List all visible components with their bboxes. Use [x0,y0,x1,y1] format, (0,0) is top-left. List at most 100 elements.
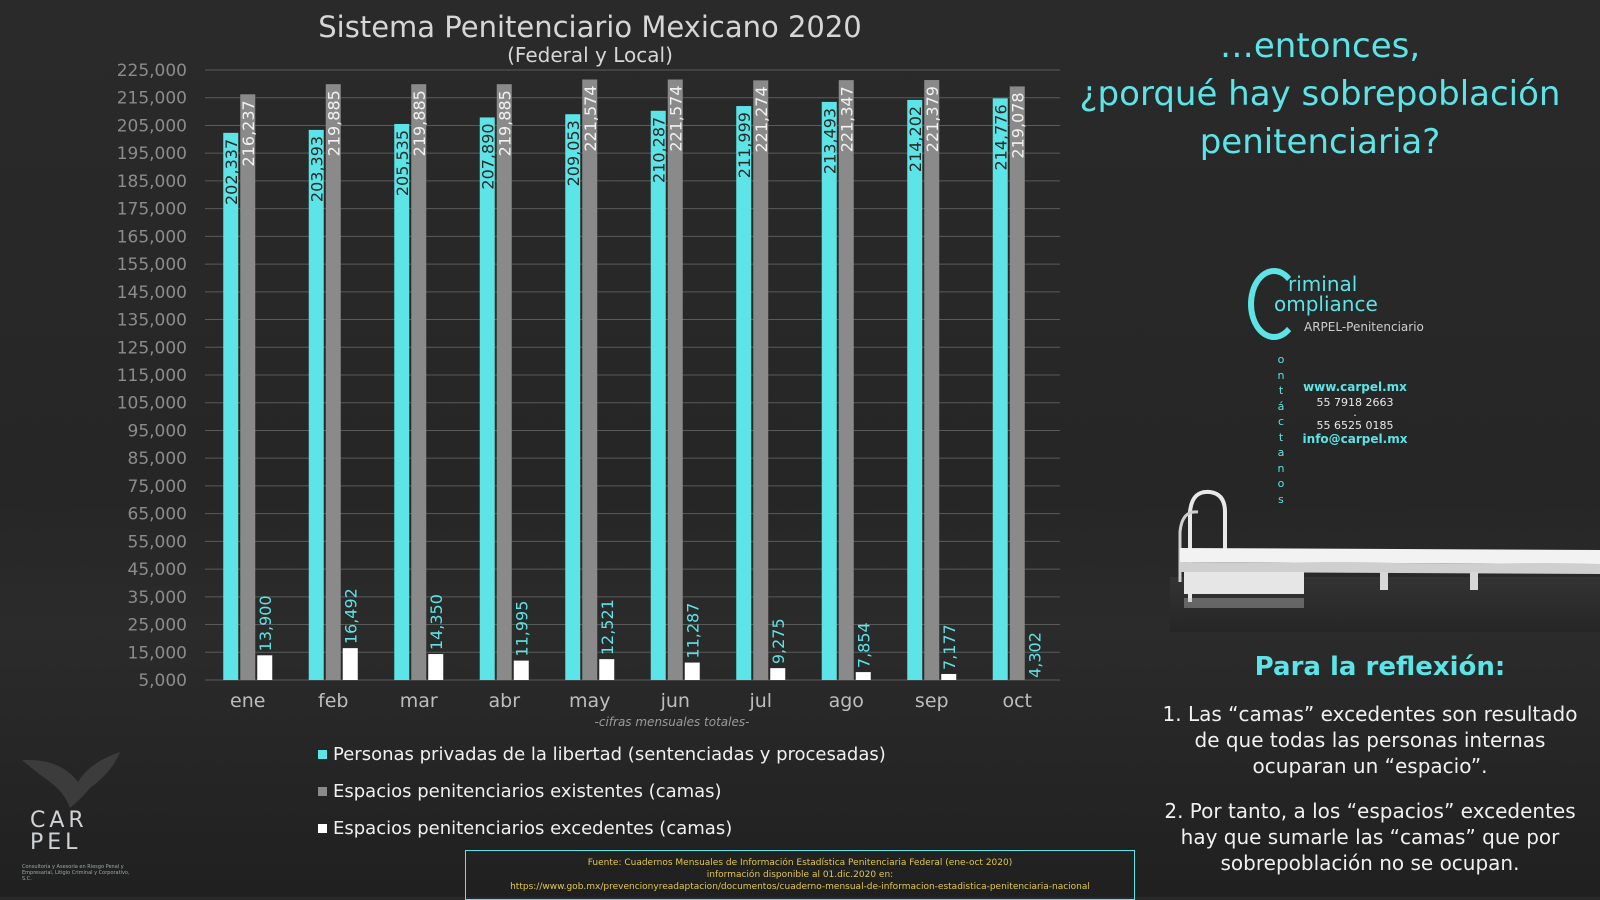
bar-value-label: 13,900 [256,595,275,651]
bar-value-label: 221,574 [666,85,685,151]
y-tick-label: 95,000 [128,421,187,441]
carpel-word-top: CAR [30,808,88,833]
bar-personas-sep [907,99,923,680]
x-axis-caption: -cifras mensuales totales- [595,715,750,729]
legend-item-personas: Personas privadas de la libertad (senten… [318,744,886,765]
bars: 202,337216,23713,900203,393219,88516,492… [222,79,1044,681]
bar-value-label: 213,493 [820,108,839,174]
vertical-letter: n [1277,461,1285,475]
x-tick-label: oct [1002,690,1032,712]
dock-image [1170,489,1600,632]
y-tick-label: 85,000 [128,449,187,469]
x-tick-label: sep [915,690,949,712]
source-url[interactable]: https://www.gob.mx/prevencionyreadaptaci… [510,882,1090,892]
contact-info: www.carpel.mx 55 7918 2663 . 55 6525 018… [1300,380,1410,446]
y-tick-label: 185,000 [117,172,187,192]
bar-existentes-abr [496,84,512,681]
legend-label: Espacios penitenciarios excedentes (cama… [333,818,733,839]
bar-value-label: 210,287 [649,117,668,183]
y-tick-label: 155,000 [117,255,187,275]
chart-title: Sistema Penitenciario Mexicano 2020 [318,10,862,44]
phone-number: 55 6525 0185 [1316,419,1394,432]
bar-value-label: 207,890 [478,123,497,189]
question-line: penitenciaria? [1199,122,1441,162]
source-box: Fuente: Cuadernos Mensuales de Informaci… [465,850,1135,900]
carpel-wordmark: CAR PEL [30,810,88,854]
bar-value-label: 214,202 [906,106,925,172]
reflection-heading: Para la reflexión: [1254,652,1506,682]
logo-text: ompliance [1274,292,1378,316]
y-tick-label: 195,000 [117,144,187,164]
y-tick-label: 15,000 [128,643,187,663]
y-tick-label: 115,000 [117,366,187,386]
bar-personas-oct [992,98,1008,680]
bar-personas-jul [736,106,752,681]
x-tick-label: ene [230,690,265,712]
vertical-letter: o [1277,353,1285,366]
x-tick-label: mar [400,690,438,712]
y-axis-ticks: 225,000 215,000 205,000 195,000 185,000 175,0… [117,61,187,691]
bar-excedentes-feb [342,648,358,680]
bar-excedentes-ago [855,672,871,680]
bar-excedentes-jun [684,662,700,680]
reflection-point-1: 1. Las “camas” excedentes son resultado … [1162,702,1578,778]
bar-existentes-mar [411,84,427,681]
bar-value-label: 16,492 [341,588,360,644]
bar-personas-abr [479,117,495,681]
bar-excedentes-jul [770,668,786,680]
bar-value-label: 11,287 [683,603,702,659]
phone-number: 55 7918 2663 [1316,396,1394,409]
bar-excedentes-ene [257,655,273,680]
bar-value-label: 4,302 [1025,632,1044,678]
bar-value-label: 216,237 [239,100,258,166]
x-tick-label: may [569,690,610,712]
x-axis-ticks: ene feb mar abr may jun jul ago sep oct [230,690,1032,712]
carpel-word-bottom: PEL [30,830,82,855]
question-line: …entonces, [1219,26,1421,66]
wing-icon [22,752,120,808]
x-tick-label: jun [660,690,690,712]
bar-existentes-ene [240,94,256,680]
website-link[interactable]: www.carpel.mx [1303,380,1407,394]
legend-label: Personas privadas de la libertad (senten… [333,744,886,765]
legend-item-existentes: Espacios penitenciarios existentes (cama… [318,781,722,802]
bar-value-label: 221,347 [837,86,856,152]
bar-excedentes-mar [428,654,444,680]
bar-value-label: 12,521 [598,599,617,655]
source-line: información disponible al 01.dic.2020 en… [706,870,894,880]
bar-existentes-may [582,79,598,680]
bar-existentes-jul [753,80,769,681]
bar-value-label: 211,999 [735,112,754,178]
y-tick-label: 25,000 [128,616,187,636]
question-title: …entonces, ¿porqué hay sobrepoblación pe… [1060,22,1580,166]
y-tick-label: 175,000 [117,200,187,220]
y-tick-label: 165,000 [117,227,187,247]
bar-value-label: 221,274 [752,86,771,152]
legend-swatch-white [318,824,327,833]
bar-personas-jun [650,110,666,680]
legend-swatch-cyan [318,750,327,759]
bar-value-label: 203,393 [307,136,326,202]
y-tick-label: 55,000 [128,532,187,552]
email-link[interactable]: info@carpel.mx [1302,432,1408,446]
bar-value-label: 7,177 [940,624,959,670]
reflection-point-2: 2. Por tanto, a los “espacios” excedente… [1164,799,1576,875]
bar-personas-mar [394,123,410,681]
y-tick-label: 45,000 [128,560,187,580]
bar-value-label: 209,053 [564,120,583,186]
bar-excedentes-sep [941,673,957,680]
legend-swatch-grey [318,787,327,796]
criminal-compliance-logo: riminal ompliance ARPEL-Penitenciario [1248,262,1508,352]
bar-existentes-jun [667,79,683,680]
vertical-letter: t [1278,430,1284,444]
x-tick-label: jul [748,690,772,712]
y-tick-label: 35,000 [128,588,187,608]
bar-value-label: 214,776 [991,104,1010,170]
bar-value-label: 219,885 [410,90,429,156]
legend-item-excedentes: Espacios penitenciarios excedentes (cama… [318,818,732,839]
bar-existentes-ago [838,80,854,680]
bar-personas-may [565,114,581,681]
y-tick-label: 205,000 [117,116,187,136]
contactanos-vertical: o n t á c t a n o s [1276,352,1286,507]
chart-subtitle: (Federal y Local) [507,43,673,67]
